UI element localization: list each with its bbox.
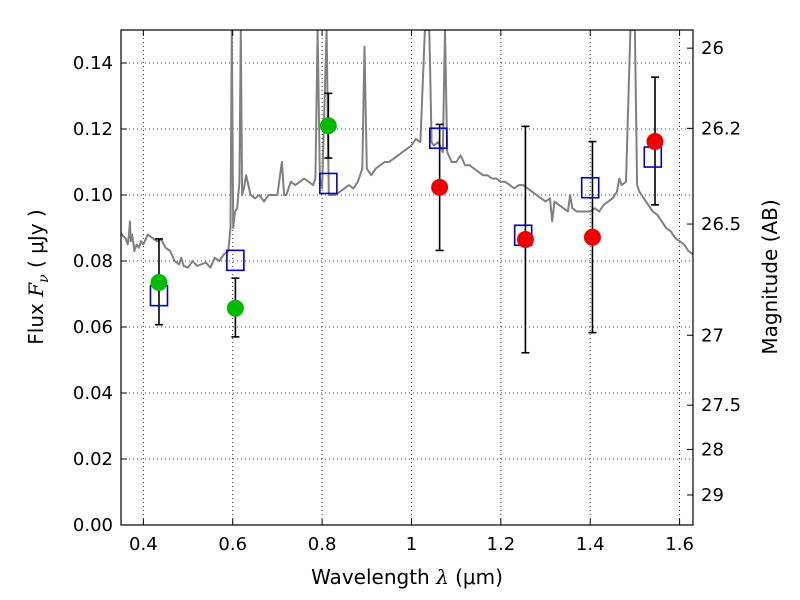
observed-circle-point [431, 178, 449, 196]
observed-circle-point [226, 299, 244, 317]
observed-circle-point [516, 231, 534, 249]
x-tick-label: 0.8 [308, 534, 337, 555]
y2-tick-label: 26 [701, 38, 724, 59]
axis-ticks: 0.4 0.6 0.8 1 1.2 1.4 1.6 0.00 0.02 0.04 0.06 0.08 0… [73, 30, 741, 555]
model-square-point [319, 172, 338, 195]
y-tick-label: 0.10 [73, 185, 113, 206]
y2-tick-label: 27 [701, 325, 724, 346]
x-tick-label: 1.2 [487, 534, 516, 555]
y2-tick-label: 26.5 [701, 214, 741, 235]
y-tick-label: 0.12 [73, 119, 113, 140]
x-tick-label: 1 [406, 534, 417, 555]
plot-frame [120, 29, 694, 526]
model-square-point [226, 249, 245, 272]
y-tick-label: 0.06 [73, 317, 113, 338]
x-axis-label: Wavelength λ (μm) [311, 565, 503, 589]
y-tick-label: 0.08 [73, 251, 113, 272]
x-tick-label: 1.4 [576, 534, 605, 555]
y-tick-label: 0.04 [73, 383, 113, 404]
y-tick-label: 0.02 [73, 449, 113, 470]
y2-tick-label: 26.2 [701, 118, 741, 139]
x-tick-label: 0.4 [129, 534, 158, 555]
spectrum-line [121, 30, 693, 269]
y2-tick-label: 28 [701, 439, 724, 460]
model-square-point [428, 127, 448, 150]
y-tick-label: 0.00 [73, 515, 113, 536]
y2-tick-label: 29 [701, 485, 724, 506]
y-axis-label: Flux Fν ( μJy ) [24, 209, 52, 344]
x-tick-label: 0.6 [218, 534, 247, 555]
data-markers [149, 117, 664, 317]
y-tick-label: 0.14 [73, 53, 113, 74]
model-square-point [580, 176, 600, 199]
x-tick-label: 1.6 [665, 534, 694, 555]
spectrum [121, 30, 693, 269]
observed-circle-point [150, 273, 168, 291]
y2-axis-label: Magnitude (AB) [758, 199, 782, 354]
observed-circle-point [646, 133, 664, 151]
observed-circle-point [319, 117, 337, 135]
y2-tick-label: 27.5 [701, 395, 741, 416]
observed-circle-point [583, 228, 601, 246]
